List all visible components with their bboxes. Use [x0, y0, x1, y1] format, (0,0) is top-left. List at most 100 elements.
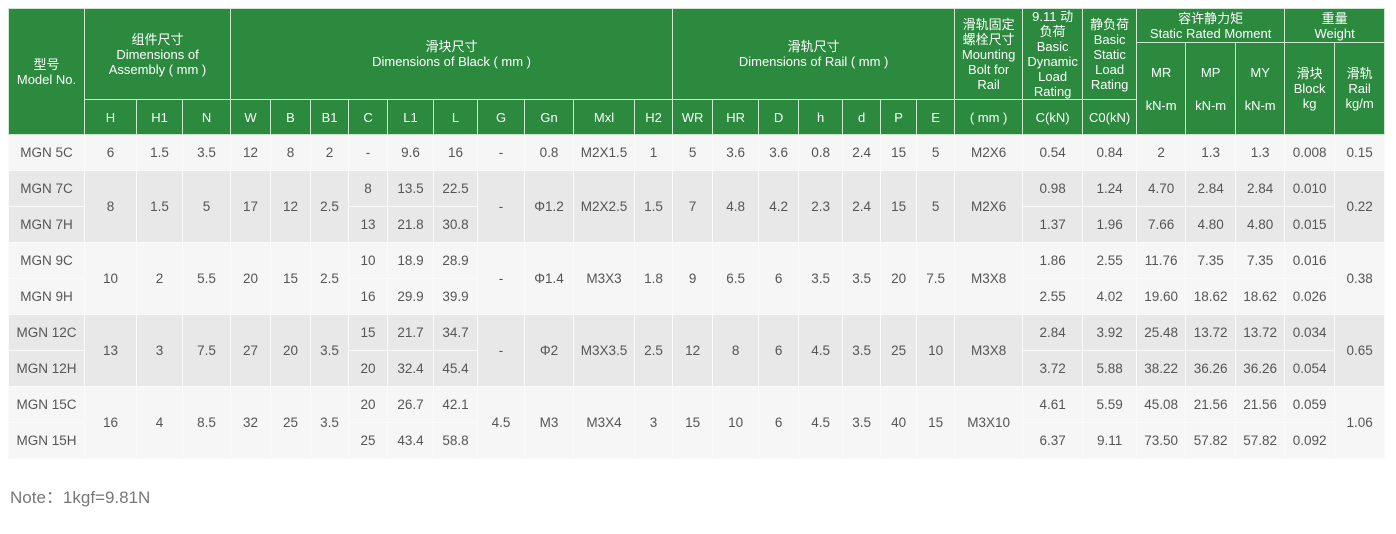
header-col-9: G	[477, 99, 526, 135]
header-line: Model No.	[16, 71, 77, 87]
value-cell: 1.5	[634, 170, 674, 243]
value-cell: 3.6	[712, 134, 760, 171]
header-col-8: L	[433, 99, 479, 135]
value-cell: 13.5	[387, 170, 435, 207]
value-cell: 45.08	[1136, 386, 1187, 423]
value-cell: 16	[348, 278, 389, 315]
value-cell: 1.06	[1334, 386, 1386, 459]
header-col-12: H2	[634, 99, 674, 135]
value-cell: 5	[916, 134, 956, 171]
value-cell: 3	[136, 314, 183, 387]
value-cell: -	[477, 314, 526, 387]
header-line: 滑轨尺寸	[787, 39, 840, 54]
value-cell: 4.70	[1136, 170, 1187, 207]
value-cell: 7.66	[1136, 206, 1187, 243]
value-cell: 2	[310, 134, 350, 171]
value-cell: 0.22	[1334, 170, 1386, 243]
model-cell: MGN 5C	[8, 134, 85, 171]
value-cell: Φ1.2	[524, 170, 575, 243]
value-cell: M2X1.5	[573, 134, 636, 171]
value-cell: 18.9	[387, 242, 435, 279]
value-cell: 28.9	[433, 242, 479, 279]
value-cell: 21.8	[387, 206, 435, 243]
value-cell: 40	[880, 386, 918, 459]
header-weight-rail: 滑轨 Rail kg/m	[1334, 42, 1386, 135]
value-cell: 10	[916, 314, 956, 387]
header-line: Dimensions of	[116, 46, 199, 62]
value-cell: 8	[712, 314, 760, 387]
header-col-0: H	[84, 99, 137, 135]
value-cell: 9	[672, 242, 714, 315]
table-row: MGN 7C 8 1.5 5 17 12 2.5 8 13.5 22.5- Φ1.2 M2X2.5 1.…	[8, 170, 1386, 243]
value-cell: 2	[136, 242, 183, 315]
header-line: 滑轨固定	[962, 16, 1015, 32]
value-cell: M3X4	[573, 386, 636, 459]
value-cell: 20	[348, 350, 389, 387]
value-cell: 1.3	[1185, 134, 1237, 171]
table-row: MGN 15C 16 4 8.5 32 25 3.5 20 26.7 42.1 4.5 M3 M3X4 3…	[8, 386, 1386, 459]
value-cell: 3.6	[758, 134, 800, 171]
value-cell: 22.5	[433, 170, 479, 207]
value-cell: 12	[672, 314, 714, 387]
header-bolt: 滑轨固定 螺栓尺寸 Mounting Bolt for Rail	[954, 8, 1024, 100]
value-cell: 1.24	[1082, 170, 1138, 207]
value-cell: 2.55	[1022, 278, 1084, 315]
value-cell: Φ2	[524, 314, 575, 387]
value-cell: 57.82	[1235, 422, 1286, 459]
model-cell: MGN 12C	[8, 314, 85, 351]
value-cell: 3	[634, 386, 674, 459]
value-cell: 12	[230, 134, 272, 171]
value-cell: 0.008	[1284, 134, 1336, 171]
header-assembly: 组件尺寸 Dimensions of Assembly ( mm )	[83, 8, 232, 100]
header-line: 滑块尺寸	[425, 39, 478, 54]
value-cell: 4.5	[477, 386, 526, 459]
value-cell: 0.84	[1082, 134, 1138, 171]
header-col-22: C0(kN)	[1082, 99, 1138, 135]
header-line: h	[816, 109, 825, 125]
header-line: HR	[726, 109, 745, 125]
header-line: 重量	[1321, 10, 1348, 26]
value-cell: 2.5	[310, 242, 350, 315]
header-col-15: D	[758, 99, 800, 135]
value-cell: 32	[230, 386, 272, 459]
header-moment-mp: MP kN-m	[1185, 42, 1237, 135]
value-cell: M3	[524, 386, 575, 459]
header-line: D	[773, 109, 784, 125]
value-cell: 7.35	[1185, 242, 1237, 279]
header-line: 滑块	[1296, 66, 1323, 81]
value-cell: 12	[270, 170, 312, 243]
table-row: MGN 9H 16 29.9 39.9 2.55 4.02 19.60 18.62 18.62 0…	[8, 278, 1385, 315]
model-cell: MGN 15C	[8, 386, 85, 423]
header-moment-mr: MR kN-m	[1136, 42, 1187, 135]
value-cell: 0.034	[1284, 314, 1336, 351]
value-cell: 4	[136, 386, 183, 459]
header-line: Basic	[1036, 39, 1069, 54]
value-cell: 19.60	[1136, 278, 1187, 315]
value-cell: 10	[84, 242, 137, 315]
value-cell: 1.37	[1022, 206, 1084, 243]
value-cell: M3X10	[954, 386, 1024, 459]
value-cell: 25	[880, 314, 918, 387]
header-line: H1	[151, 109, 168, 125]
value-cell: 5	[181, 170, 232, 243]
header-line: d	[857, 109, 866, 125]
header-weight-block: 滑块 Block kg	[1284, 42, 1336, 135]
header-line: B1	[321, 109, 338, 125]
model-cell: MGN 9C	[8, 242, 85, 279]
value-cell: 4.80	[1235, 206, 1286, 243]
value-cell: 0.8	[798, 134, 844, 171]
value-cell: 15	[270, 242, 312, 315]
value-cell: 2.84	[1185, 170, 1237, 207]
value-cell: 6	[758, 386, 800, 459]
value-cell: 42.1	[433, 386, 479, 423]
value-cell: 4.02	[1082, 278, 1138, 315]
value-cell: M3X3	[573, 242, 636, 315]
value-cell: 2.84	[1235, 170, 1286, 207]
header-static-load: 静负荷 Basic Static Load Rating	[1082, 8, 1138, 100]
value-cell: 3.5	[181, 134, 232, 171]
value-cell: 3.5	[842, 242, 882, 315]
value-cell: 1.5	[136, 170, 183, 243]
header-line: 容许静力矩	[1178, 10, 1244, 26]
value-cell: 6	[758, 242, 800, 315]
value-cell: -	[348, 134, 389, 171]
